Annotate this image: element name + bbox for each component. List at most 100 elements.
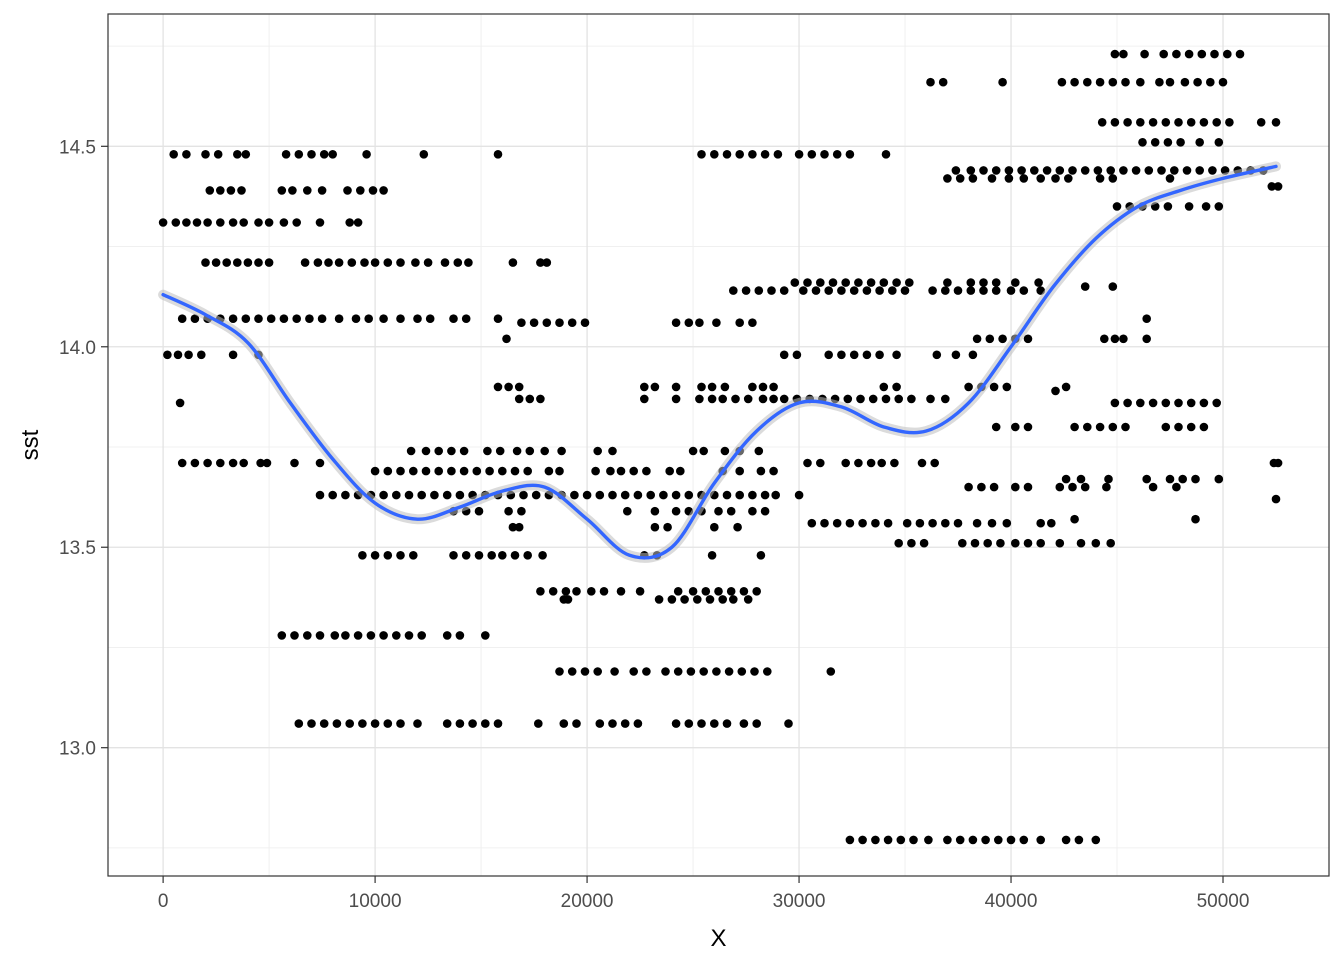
data-point — [313, 258, 323, 267]
data-point — [951, 350, 961, 360]
data-point — [222, 258, 231, 267]
data-point — [1180, 77, 1190, 87]
data-point — [1093, 166, 1103, 175]
data-point — [1034, 278, 1043, 287]
data-point — [1195, 138, 1204, 147]
data-point — [987, 174, 997, 183]
data-point — [468, 719, 477, 728]
data-point — [729, 595, 738, 604]
data-point — [1138, 138, 1147, 147]
x-axis-title: X — [710, 925, 726, 952]
data-point — [264, 218, 274, 227]
data-point — [290, 458, 299, 468]
data-point — [1214, 474, 1224, 484]
data-point — [281, 150, 291, 159]
data-point — [985, 334, 995, 344]
data-point — [266, 314, 276, 324]
data-point — [654, 595, 664, 604]
data-point — [714, 587, 723, 596]
data-point — [201, 258, 210, 267]
data-point — [938, 77, 948, 87]
data-point — [629, 466, 638, 476]
data-point — [894, 538, 903, 548]
data-point — [203, 458, 212, 468]
data-point — [1148, 118, 1158, 127]
data-point — [1051, 174, 1060, 183]
data-point — [875, 350, 884, 360]
data-point — [919, 538, 929, 548]
data-point — [572, 719, 581, 728]
data-point — [794, 490, 804, 500]
data-point — [966, 278, 976, 287]
data-point — [315, 490, 325, 500]
data-point — [799, 286, 808, 295]
data-point — [434, 466, 444, 476]
data-point — [1191, 514, 1200, 524]
data-point — [307, 150, 316, 159]
data-point — [991, 166, 1001, 175]
data-point — [640, 382, 649, 392]
data-point — [841, 458, 850, 468]
data-point — [1273, 458, 1283, 468]
data-point — [671, 506, 681, 516]
data-point — [837, 286, 846, 295]
data-point — [979, 278, 988, 287]
data-point — [909, 835, 918, 845]
data-point — [693, 595, 702, 604]
data-point — [1210, 49, 1219, 59]
data-point — [317, 314, 327, 324]
data-point — [216, 186, 225, 195]
data-point — [324, 258, 333, 267]
data-point — [1186, 398, 1196, 408]
data-point — [173, 350, 183, 360]
minor-gridlines — [108, 14, 1329, 876]
data-point — [684, 318, 694, 328]
data-point — [595, 490, 605, 500]
data-point — [718, 595, 727, 604]
data-point — [483, 446, 492, 456]
data-point — [510, 551, 520, 560]
data-point — [773, 150, 783, 159]
data-point — [820, 518, 829, 528]
data-point — [883, 518, 893, 528]
data-point — [964, 482, 973, 492]
data-point — [871, 835, 880, 845]
data-point — [1070, 77, 1079, 87]
data-point — [726, 587, 736, 596]
data-point — [413, 314, 422, 324]
data-point — [544, 466, 554, 476]
data-point — [254, 258, 263, 267]
data-point — [608, 719, 617, 728]
data-point — [1199, 422, 1209, 432]
data-point — [991, 286, 1001, 295]
data-point — [1121, 422, 1130, 432]
data-point — [595, 719, 605, 728]
data-point — [540, 446, 549, 456]
data-point — [1108, 282, 1118, 291]
data-point — [1080, 482, 1090, 492]
data-point — [915, 518, 925, 528]
data-point — [1095, 77, 1105, 87]
data-point — [712, 667, 721, 676]
data-point — [396, 258, 405, 267]
data-point — [828, 278, 838, 287]
data-point — [487, 551, 497, 560]
data-point — [979, 166, 988, 175]
data-point — [983, 538, 992, 548]
data-point — [317, 186, 327, 195]
data-point — [667, 595, 677, 604]
data-point — [1023, 334, 1033, 344]
data-point — [1004, 174, 1014, 183]
data-point — [396, 719, 405, 728]
data-point — [1119, 166, 1128, 175]
data-point — [383, 466, 393, 476]
data-point — [616, 466, 626, 476]
data-point — [1061, 474, 1071, 484]
data-point — [1019, 286, 1029, 295]
data-point — [1256, 118, 1266, 127]
data-point — [233, 150, 242, 159]
data-point — [688, 587, 698, 596]
data-point — [1011, 422, 1020, 432]
data-point — [824, 286, 833, 295]
data-point — [1136, 398, 1145, 408]
